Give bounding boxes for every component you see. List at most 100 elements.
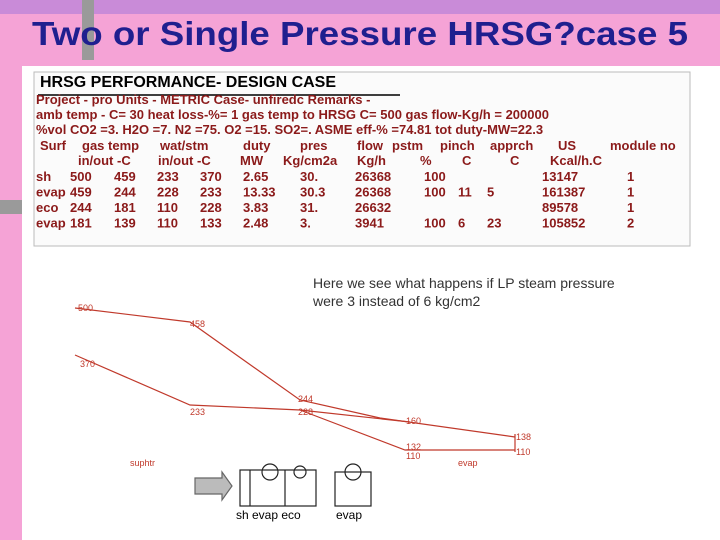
table-cell: 1: [627, 185, 634, 200]
table-cell: 26368: [355, 185, 391, 200]
table-cell: 1: [627, 169, 634, 184]
profile-label: 228: [298, 407, 313, 417]
table-cell: 133: [200, 216, 222, 231]
column-header: flow: [357, 138, 384, 153]
column-header: pres: [300, 138, 327, 153]
lp-box: [334, 471, 372, 507]
column-header: module no: [610, 138, 676, 153]
table-cell: 26632: [355, 200, 391, 215]
table-cell: 459: [114, 169, 136, 184]
title: Two or Single Pressure HRSG?case 5: [32, 15, 688, 52]
table-cell: 30.3: [300, 185, 325, 200]
column-subheader: in/out -C: [78, 153, 131, 168]
profile-label: 110: [516, 447, 530, 457]
profile-label: 458: [190, 319, 205, 329]
profile-label: 500: [78, 303, 93, 313]
lp-line: [299, 409, 515, 451]
profile-label: 160: [406, 416, 421, 426]
table-cell: 2: [627, 216, 634, 231]
profile-label: 132: [406, 442, 421, 452]
column-header: pinch: [440, 138, 475, 153]
column-subheader: %: [420, 153, 432, 168]
table-cell: 3.: [300, 216, 311, 231]
profile-label: 233: [190, 407, 205, 417]
table-cell: 228: [157, 185, 179, 200]
column-header: pstm: [392, 138, 423, 153]
table-cell: 181: [70, 216, 92, 231]
table-cell: 100: [424, 169, 446, 184]
steam-line: [74, 354, 411, 423]
profile-label: 370: [80, 359, 95, 369]
table-heading: HRSG PERFORMANCE- DESIGN CASE: [40, 74, 336, 91]
table-cell: 233: [157, 169, 179, 184]
annotation: Here we see what happens if LP steam pre…: [312, 275, 619, 309]
table-cell: 3.83: [243, 200, 268, 215]
table-cell: 161387: [542, 185, 585, 200]
schematic-label: evap: [336, 508, 362, 522]
column-subheader: Kg/h: [357, 153, 386, 168]
drum: [261, 463, 279, 481]
table-box: [33, 71, 691, 247]
column-subheader: C: [462, 153, 472, 168]
profile-label: 244: [298, 394, 313, 404]
table-cell: sh: [36, 169, 51, 184]
schematic-label: sh evap eco: [236, 508, 301, 522]
column-header: Surf: [40, 138, 67, 153]
column-header: US: [558, 138, 576, 153]
table-cell: 110: [157, 200, 178, 215]
table-cell: 370: [200, 169, 222, 184]
info-line: %vol CO2 =3. H2O =7. N2 =75. O2 =15. SO2…: [36, 122, 543, 137]
table-cell: 244: [70, 200, 92, 215]
gas-line: [74, 307, 516, 438]
table-cell: 13.33: [243, 185, 276, 200]
column-subheader: C: [510, 153, 520, 168]
table-cell: 105852: [542, 216, 585, 231]
table-cell: 500: [70, 169, 92, 184]
column-header: wat/stm: [159, 138, 208, 153]
annotation-line: Here we see what happens if LP steam pre…: [313, 275, 615, 291]
table-cell: 2.48: [243, 216, 268, 231]
table-cell: 228: [200, 200, 222, 215]
profile-lines: [74, 307, 516, 452]
info-line: amb temp - C= 30 heat loss-%= 1 gas temp…: [36, 107, 549, 122]
table-cell: 5: [487, 185, 494, 200]
column-subheader: in/out -C: [158, 153, 211, 168]
drum: [293, 465, 307, 479]
info-line: Project - pro Units - METRIC Case- unfir…: [36, 92, 370, 107]
deco-bar: [0, 200, 22, 214]
table-cell: 2.65: [243, 169, 268, 184]
table-cell: eco: [36, 200, 58, 215]
table-cell: 181: [114, 200, 136, 215]
table-cell: 6: [458, 216, 465, 231]
table-cell: 139: [114, 216, 136, 231]
annotation-line: were 3 instead of 6 kg/cm2: [312, 293, 481, 309]
section-label: evap: [458, 458, 478, 468]
table-cell: evap: [36, 185, 66, 200]
column-header: duty: [243, 138, 271, 153]
column-header: apprch: [490, 138, 533, 153]
column-header: gas temp: [82, 138, 139, 153]
column-subheader: MW: [240, 153, 264, 168]
schematic: [194, 463, 372, 507]
table-cell: 233: [200, 185, 222, 200]
column-subheader: Kcal/h.C: [550, 153, 603, 168]
drum: [344, 463, 362, 481]
table-cell: 244: [114, 185, 136, 200]
table-cell: evap: [36, 216, 66, 231]
table-cell: 30.: [300, 169, 318, 184]
table-cell: 100: [424, 185, 446, 200]
arrow: [194, 470, 233, 502]
table-cell: 31.: [300, 200, 318, 215]
table-cell: 23: [487, 216, 501, 231]
profile-label: 110: [406, 451, 420, 461]
table: Project - pro Units - METRIC Case- unfir…: [36, 92, 676, 231]
table-cell: 11: [458, 185, 472, 200]
deco-bar: [82, 0, 94, 60]
top-band: [0, 0, 720, 14]
table-cell: 459: [70, 185, 92, 200]
table-cell: 100: [424, 216, 446, 231]
profile-label: 138: [516, 432, 531, 442]
table-cell: 1: [627, 200, 634, 215]
